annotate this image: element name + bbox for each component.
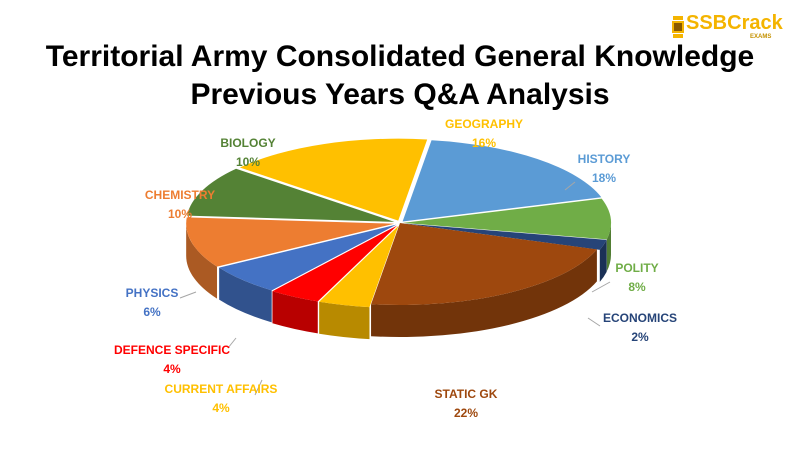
slice-value-chemistry: 10% [168,207,192,221]
pie-side-defence-specific [272,291,318,334]
slice-value-economics: 2% [631,330,649,344]
leader-line-economics [587,317,601,327]
slice-value-physics: 6% [143,305,161,319]
slice-value-current-affairs: 4% [212,401,230,415]
pie-tops [186,138,611,308]
slice-label-biology: BIOLOGY [220,136,275,150]
pie-slice-static-gk [371,223,597,305]
pie-side-chemistry [186,223,218,299]
leader-line-polity [591,281,611,293]
slice-value-geography: 16% [472,136,496,150]
pie-slice-economics [402,223,607,250]
pie-slice-defence-specific [272,225,398,302]
pie-side-physics [219,267,272,323]
pie-slice-history [402,140,602,222]
ssbcrack-logo: SSBCrack EXAMS [672,12,792,46]
pie-slice-chemistry [186,217,395,267]
pie-slice-current-affairs [319,225,399,308]
slice-value-polity: 8% [628,280,646,294]
slice-label-economics: ECONOMICS [603,311,677,325]
slice-label-defence-specific: DEFENCE SPECIFIC [114,343,230,357]
logo-subtext: EXAMS [750,34,772,40]
leader-line-defence-specific [227,337,237,349]
pie-side-economics [599,239,607,282]
slice-label-geography: GEOGRAPHY [445,117,523,131]
leader-line-current-affairs [254,379,263,396]
slice-label-polity: POLITY [615,261,658,275]
pie-slice-polity [402,198,611,240]
slice-value-biology: 10% [236,155,260,169]
chart-title-line-1: Territorial Army Consolidated General Kn… [45,40,755,73]
logo-mark-icon [672,16,684,38]
slice-label-physics: PHYSICS [126,286,179,300]
slice-label-chemistry: CHEMISTRY [145,188,215,202]
leader-line-physics [179,291,197,299]
pie-side-current-affairs [319,301,370,340]
pie-labels: HISTORY 18% POLITY 8% ECONOMICS 2% STATIC GK 22… [114,117,677,420]
slice-value-defence-specific: 4% [163,362,181,376]
chart-title: Territorial Army Consolidated General Kn… [0,38,800,114]
pie-sides [186,222,611,340]
slice-label-static-gk: STATIC GK [435,387,498,401]
slice-value-history: 18% [592,171,616,185]
slice-label-current-affairs: CURRENT AFFAIRS [165,382,278,396]
slice-value-static-gk: 22% [454,406,478,420]
pie-slice-biology [187,168,395,222]
leader-line-history [564,181,576,191]
pie-slice-geography [239,138,428,221]
pie-side-static-gk [371,249,597,337]
pie-leader-lines [179,181,611,396]
slice-label-history: HISTORY [578,152,631,166]
logo-text: SSBCrack [686,12,783,34]
pie-side-polity [606,222,611,272]
pie-slice-physics [219,224,397,291]
chart-title-line-2: Previous Years Q&A Analysis [190,78,610,111]
